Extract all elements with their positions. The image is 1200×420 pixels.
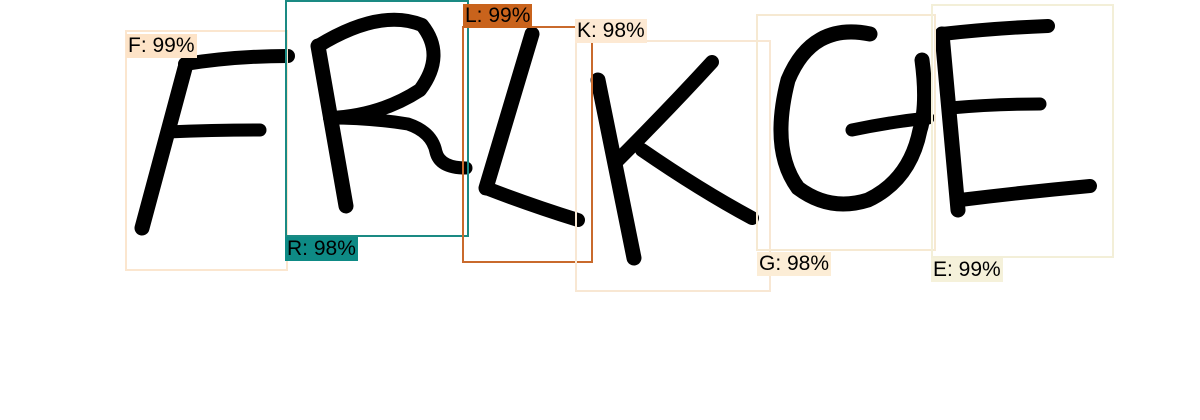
detection-box-f [125, 30, 288, 271]
glyph-f [134, 49, 295, 236]
glyph-g [773, 24, 935, 212]
glyph-r [310, 12, 473, 214]
detection-label-r: R: 98% [285, 237, 358, 261]
detection-box-g [756, 14, 936, 251]
detection-label-l: L: 99% [463, 4, 533, 28]
glyph-l [478, 26, 585, 227]
detection-box-l [462, 26, 593, 263]
detection-box-k [575, 40, 771, 292]
detection-box-r [285, 0, 469, 237]
glyph-e [934, 19, 1097, 218]
detection-label-g: G: 98% [757, 252, 832, 276]
detection-label-f: F: 99% [126, 34, 197, 58]
detection-label-e: E: 99% [931, 258, 1003, 282]
glyph-k [590, 55, 759, 266]
detection-box-e [931, 4, 1114, 258]
detection-label-k: K: 98% [575, 19, 647, 43]
